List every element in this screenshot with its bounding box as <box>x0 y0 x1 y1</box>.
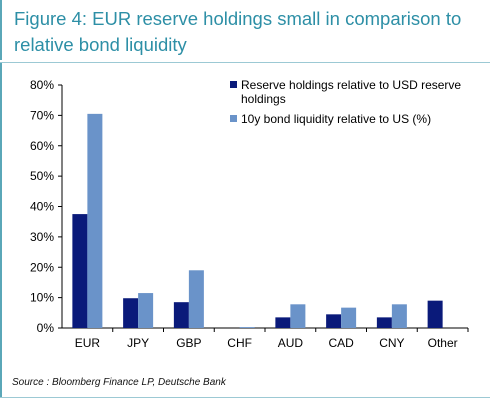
chart-axes: 0% 10% 20% 30% 40% 50% 60% 70% 80% EUR JPY GBP CHF AU… <box>30 78 469 350</box>
x-tick-label: AUD <box>278 336 304 350</box>
x-tick-label: Other <box>428 336 458 350</box>
bar-chart: 0% 10% 20% 30% 40% 50% 60% 70% 80% EUR JPY GBP CHF AU… <box>30 78 469 350</box>
y-tick-label: 80% <box>30 78 54 92</box>
frame-left-rule <box>0 63 2 398</box>
x-tick-label: GBP <box>176 336 201 350</box>
figure-title: Figure 4: EUR reserve holdings small in … <box>14 8 462 55</box>
x-tick-label: EUR <box>75 336 101 350</box>
x-tick-label: JPY <box>127 336 149 350</box>
y-tick-label: 0% <box>37 321 55 335</box>
bar-cad-series-1 <box>326 314 342 328</box>
legend-swatch-2 <box>230 115 237 122</box>
y-tick-label: 20% <box>30 260 54 274</box>
y-tick-label: 10% <box>30 291 54 305</box>
legend-swatch-1 <box>230 81 237 88</box>
bar-eur-series-1 <box>72 214 88 328</box>
bar-cad-series-2 <box>341 307 357 328</box>
bar-cny-series-1 <box>376 317 392 328</box>
x-tick-label: CAD <box>328 336 354 350</box>
bar-jpy-series-1 <box>123 298 139 328</box>
bar-aud-series-2 <box>290 304 306 328</box>
y-tick-label: 70% <box>30 108 54 122</box>
y-tick-label: 40% <box>30 200 54 214</box>
title-bar: Figure 4: EUR reserve holdings small in … <box>0 0 500 60</box>
chart-bars <box>72 113 443 328</box>
bar-eur-series-2 <box>87 113 103 328</box>
x-tick-label: CNY <box>379 336 404 350</box>
bar-cny-series-2 <box>391 304 407 328</box>
title-rule <box>0 62 490 63</box>
bar-chf-series-2 <box>239 327 255 328</box>
bar-gbp-series-1 <box>173 302 189 328</box>
bar-other-series-1 <box>427 300 443 328</box>
bar-gbp-series-2 <box>188 270 204 328</box>
x-tick-label: CHF <box>227 336 252 350</box>
bottom-rule <box>0 397 490 398</box>
figure-source: Source : Bloomberg Finance LP, Deutsche … <box>12 377 226 388</box>
legend-label-1: Reserve holdings relative to USD reserve… <box>241 78 461 106</box>
legend-label-2: 10y bond liquidity relative to US (%) <box>241 112 431 126</box>
bar-jpy-series-2 <box>138 293 154 328</box>
y-tick-label: 60% <box>30 139 54 153</box>
chart-legend: Reserve holdings relative to USD reserve… <box>230 78 461 126</box>
bar-aud-series-1 <box>275 317 291 328</box>
y-tick-label: 30% <box>30 230 54 244</box>
y-tick-label: 50% <box>30 169 54 183</box>
